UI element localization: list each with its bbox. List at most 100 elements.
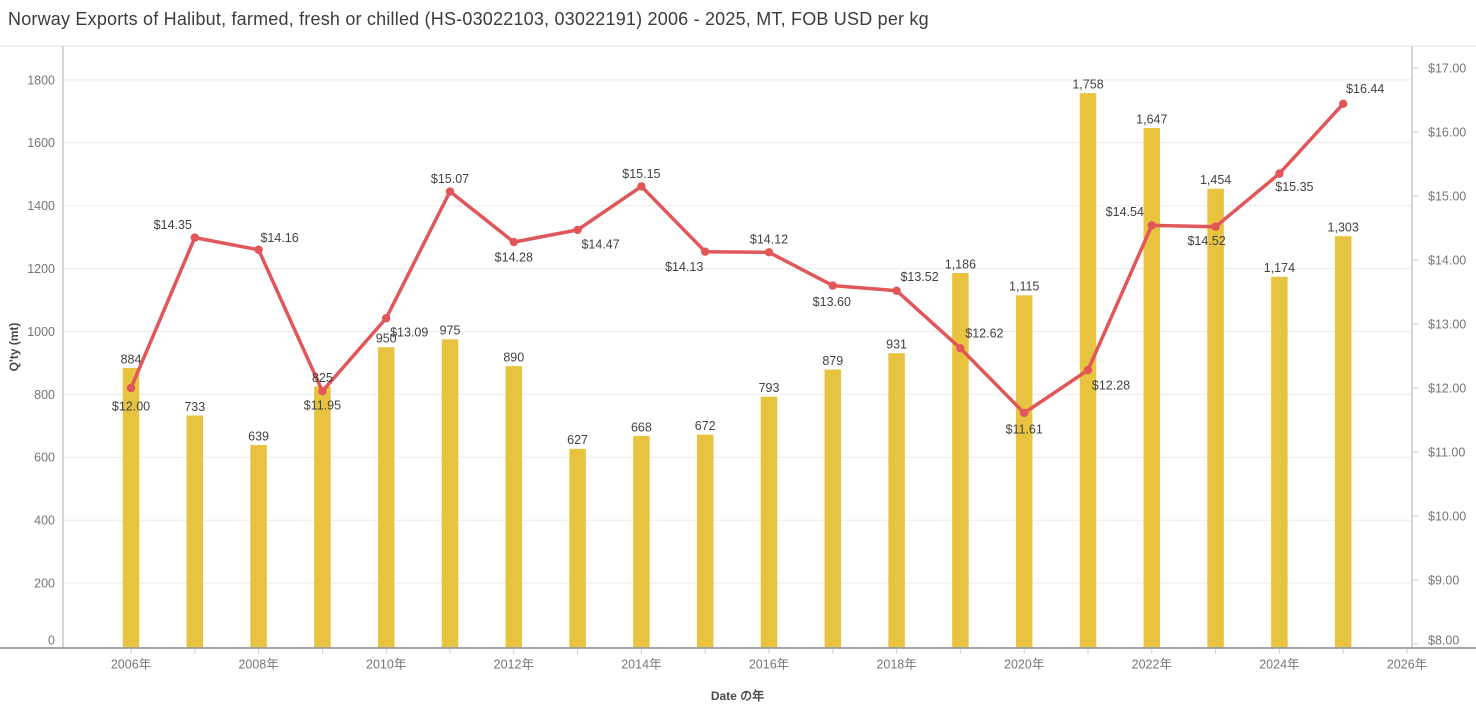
line-point-2009[interactable] [318,387,327,396]
bar-label-2025: 1,303 [1328,221,1359,235]
y-right-tick-label: $8.00 [1428,633,1459,647]
x-tick-label: 2008年 [238,657,278,671]
line-point-2012[interactable] [509,237,518,247]
bar-2008[interactable] [250,445,267,648]
y-right-tick-label: $11.00 [1428,445,1465,459]
x-axis-title: Date の年 [710,689,765,703]
bar-label-2024: 1,174 [1264,261,1295,275]
price-label-2020: $11.61 [1006,422,1043,436]
line-point-2019[interactable] [956,344,965,353]
price-label-2017: $13.60 [813,295,851,309]
bar-2023[interactable] [1207,188,1224,649]
price-label-2008: $14.16 [260,231,298,245]
bar-2024[interactable] [1271,276,1288,648]
price-label-2024: $15.35 [1275,180,1313,194]
y-right-tick-label: $14.00 [1428,253,1466,267]
line-point-2008[interactable] [254,245,263,254]
bar-2011[interactable] [441,339,459,648]
y-left-tick-label: 200 [34,576,55,590]
price-label-2016: $14.12 [750,233,788,247]
bar-label-2021: 1,758 [1072,77,1103,91]
bar-label-2013: 627 [567,433,588,447]
line-point-2015[interactable] [701,247,710,256]
price-label-2022: $14.54 [1106,205,1144,219]
bar-2016[interactable] [760,396,778,648]
line-point-2013[interactable] [573,225,582,235]
line-point-2006[interactable] [126,383,136,393]
y-left-tick-label: 400 [34,514,55,528]
bar-2014[interactable] [633,435,650,648]
bar-2022[interactable] [1143,128,1161,648]
y-left-tick-label: 1600 [27,136,55,150]
price-label-2013: $14.47 [581,237,619,251]
bar-2019[interactable] [952,273,969,648]
bar-2012[interactable] [505,366,523,648]
line-point-2016[interactable] [764,248,774,257]
price-label-2009: $11.95 [304,399,341,413]
line-point-2021[interactable] [1083,365,1093,375]
y-right-tick-label: $12.00 [1428,381,1466,395]
bar-label-2012: 890 [503,350,524,364]
bar-label-2023: 1,454 [1200,173,1231,187]
price-line [129,102,1345,415]
y-left-tick-label: 800 [34,388,55,402]
bar-2025[interactable] [1334,236,1352,649]
line-point-2024[interactable] [1275,169,1284,178]
bar-label-2009: 825 [312,371,333,385]
bar-label-2008: 639 [248,429,269,443]
bar-2015[interactable] [696,434,714,648]
price-label-2021: $12.28 [1092,378,1130,392]
y-left-tick-label: 600 [34,451,55,465]
price-label-2023: $14.52 [1187,234,1225,248]
bar-label-2010: 950 [376,332,397,346]
x-tick-label: 2006年 [111,657,151,671]
line-point-2025[interactable] [1339,99,1348,109]
bar-2018[interactable] [888,353,905,648]
y-left-tick-label: 0 [48,633,55,647]
price-label-2010: $13.09 [390,326,428,340]
line-point-2007[interactable] [190,233,199,242]
y-left-tick-label: 1000 [27,325,55,339]
x-tick-label: 2012年 [494,657,534,671]
y-right-tick-label: $13.00 [1428,317,1466,331]
price-label-2007: $14.35 [154,218,192,232]
y-right-tick-label: $10.00 [1428,509,1466,523]
line-point-2022[interactable] [1147,221,1157,230]
price-label-2025: $16.44 [1346,82,1384,96]
line-point-2011[interactable] [445,187,455,196]
line-point-2014[interactable] [637,182,646,191]
bar-2013[interactable] [569,448,586,648]
bar-label-2006: 884 [121,352,142,366]
x-tick-label: 2022年 [1132,657,1172,671]
bar-2020[interactable] [1015,295,1033,648]
line-point-2020[interactable] [1019,408,1029,418]
bar-label-2014: 668 [631,420,652,434]
price-label-2014: $15.15 [622,167,660,181]
bar-label-2016: 793 [759,381,780,395]
chart-title: Norway Exports of Halibut, farmed, fresh… [8,9,929,29]
bar-label-2011: 975 [440,324,461,338]
bar-label-2020: 1,115 [1009,280,1039,294]
y-right-tick-label: $17.00 [1428,61,1466,75]
bar-2006[interactable] [122,367,140,648]
line-point-2023[interactable] [1211,222,1220,231]
line-point-2010[interactable] [382,314,391,323]
bar-label-2018: 931 [886,338,907,352]
line-point-2017[interactable] [828,281,837,290]
bar-2017[interactable] [824,369,842,648]
x-tick-label: 2010年 [366,657,406,671]
bar-2007[interactable] [186,415,204,648]
bar-2010[interactable] [377,347,395,648]
price-label-2012: $14.28 [495,250,533,264]
bar-label-2022: 1,647 [1136,112,1167,126]
line-point-2018[interactable] [892,286,901,295]
price-label-2006: $12.00 [112,399,150,413]
y-right-tick-label: $15.00 [1428,189,1466,203]
bar-label-2017: 879 [822,354,843,368]
bar-2009[interactable] [314,386,331,648]
x-tick-label: 2026年 [1387,657,1427,671]
price-label-2011: $15.07 [431,172,469,186]
y-left-tick-label: 1400 [27,199,55,213]
price-label-2018: $13.52 [900,270,938,284]
